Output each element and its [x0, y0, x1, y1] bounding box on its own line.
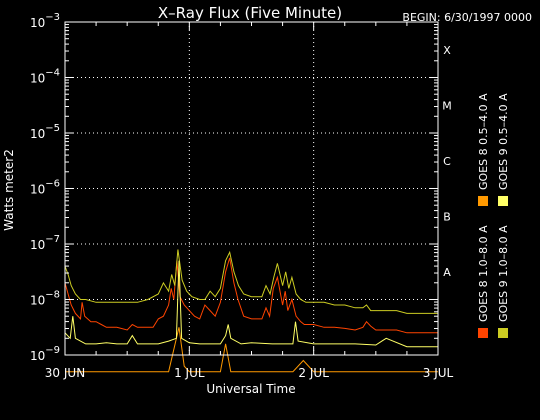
flare-class-labels: A B C M X [442, 44, 452, 279]
flare-class-label: B [443, 210, 451, 223]
y-tick-exponent: −9 [45, 345, 60, 356]
x-tick-label: 3 JUL [423, 366, 454, 380]
y-tick-exponent: −4 [45, 68, 60, 79]
chart-title: X–Ray Flux (Five Minute) [158, 4, 342, 22]
y-tick-exponent: −6 [45, 179, 60, 190]
legend-swatch [478, 328, 488, 338]
data-series [64, 249, 438, 373]
legend-label: GOES 8 1.0–8.0 A [477, 225, 490, 322]
legend-label: GOES 9 1.0–8.0 A [497, 225, 510, 322]
y-tick-exponent: −5 [45, 123, 60, 134]
y-tick-exponent: −3 [45, 12, 60, 23]
series-line-3 [64, 249, 438, 314]
flare-class-label: M [442, 99, 452, 112]
legend-swatch [498, 328, 508, 338]
flare-class-label: A [443, 266, 451, 279]
series-line-2 [65, 327, 438, 373]
x-tick-label: 2 JUL [298, 366, 329, 380]
series-line-4 [64, 260, 438, 348]
x-tick-label: 30 JUN [45, 366, 85, 380]
begin-timestamp: BEGIN: 6/30/1997 0000 [402, 11, 532, 24]
y-axis-title: Watts meter2 [2, 149, 16, 231]
x-tick-label: 1 JUL [174, 366, 205, 380]
legend-swatch [498, 196, 508, 206]
legend-swatch [478, 196, 488, 206]
legend-label: GOES 9 0.5–4.0 A [497, 93, 510, 190]
flare-class-label: X [443, 44, 451, 57]
flare-class-label: C [443, 155, 451, 168]
x-tick-labels: 30 JUN 1 JUL 2 JUL 3 JUL [45, 366, 454, 380]
legend-label: GOES 8 0.5–4.0 A [477, 93, 490, 190]
series-line-1 [64, 257, 438, 334]
x-axis-title: Universal Time [206, 382, 295, 396]
y-tick-exponent: −8 [45, 290, 60, 301]
y-tick-exponent: −7 [45, 234, 60, 245]
legend: GOES 8 1.0–8.0 A GOES 8 0.5–4.0 A GOES 9 1… [477, 93, 510, 338]
axis-ticks [64, 21, 439, 356]
